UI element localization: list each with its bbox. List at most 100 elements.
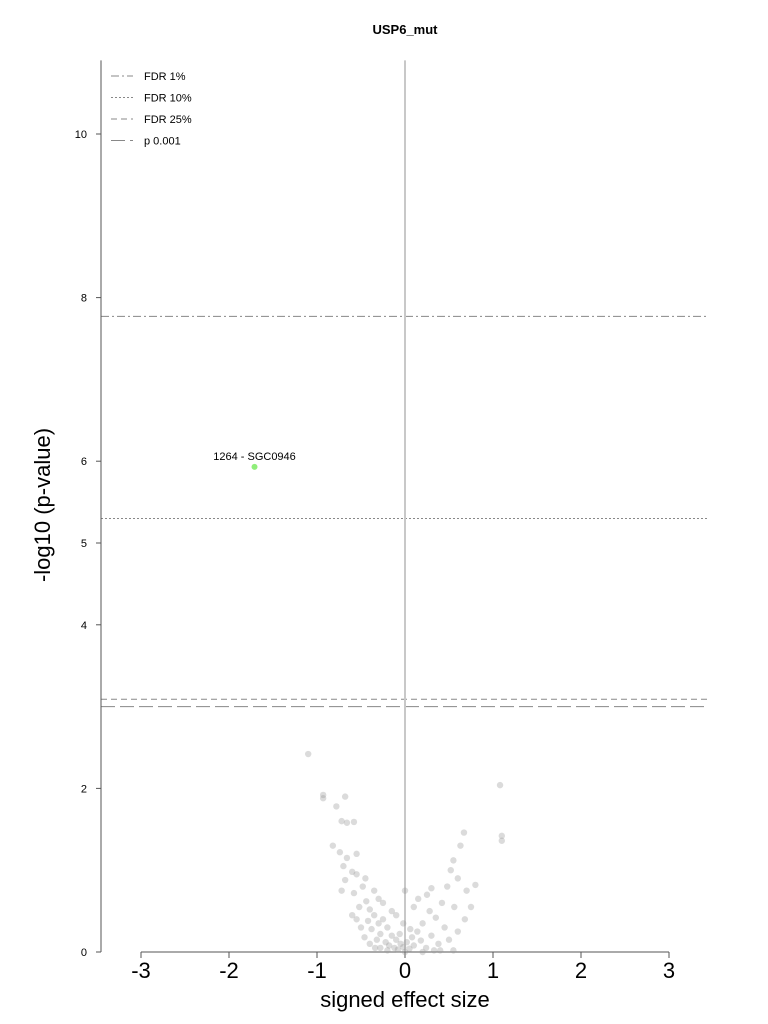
data-point — [460, 829, 468, 836]
data-point — [379, 916, 387, 923]
x-tick-label: -3 — [131, 958, 151, 983]
x-axis-label: signed effect size — [320, 987, 490, 1012]
data-point — [353, 850, 360, 858]
data-point — [391, 944, 398, 952]
data-point — [419, 948, 426, 956]
data-point — [414, 928, 421, 935]
data-point — [432, 914, 439, 921]
data-point — [403, 938, 410, 946]
data-point — [454, 928, 461, 935]
data-point — [366, 906, 373, 913]
data-point — [373, 936, 381, 943]
data-point — [467, 903, 475, 911]
x-tick-label: 0 — [399, 958, 411, 983]
data-point — [441, 924, 448, 931]
data-point — [428, 884, 435, 892]
data-point — [305, 750, 312, 758]
chart-title: USP6_mut — [372, 22, 438, 37]
data-point — [384, 924, 391, 931]
data-point — [454, 875, 461, 882]
data-point — [338, 817, 345, 825]
y-axis-label: -log10 (p-value) — [30, 428, 55, 582]
data-point — [362, 875, 369, 882]
data-point — [394, 946, 402, 953]
data-point — [423, 891, 431, 898]
data-point — [356, 903, 363, 911]
data-point — [415, 895, 422, 903]
y-tick-label: 10 — [75, 129, 87, 141]
data-point — [438, 899, 446, 907]
data-point — [353, 871, 360, 878]
data-point — [379, 899, 387, 907]
data-point — [407, 925, 414, 933]
data-point — [397, 940, 404, 948]
data-point — [329, 842, 337, 849]
data-point — [368, 925, 375, 933]
data-point — [496, 781, 504, 789]
data-point — [417, 937, 425, 944]
data-point — [498, 837, 505, 844]
data-point — [363, 898, 370, 905]
y-tick-label: 0 — [81, 947, 87, 959]
legend-label: FDR 25% — [144, 114, 192, 126]
data-point — [463, 887, 470, 894]
x-tick-label: -2 — [219, 958, 239, 983]
data-point — [371, 944, 379, 952]
data-point — [343, 854, 351, 862]
data-point — [400, 920, 407, 927]
y-tick-label: 5 — [81, 538, 87, 550]
data-point — [406, 945, 413, 952]
data-point — [410, 903, 417, 911]
y-tick-label: 4 — [81, 620, 87, 632]
legend-label: p 0.001 — [144, 136, 181, 148]
data-point — [341, 793, 349, 800]
data-point — [447, 867, 454, 874]
data-point — [472, 881, 479, 889]
x-tick-label: 2 — [575, 958, 587, 983]
data-point — [445, 936, 453, 943]
data-points — [305, 750, 505, 956]
x-tick-label: 1 — [487, 958, 499, 983]
data-point — [343, 819, 351, 826]
data-point — [371, 887, 378, 894]
y-tick-label: 8 — [81, 293, 87, 305]
data-point — [377, 944, 384, 952]
data-point — [333, 803, 340, 810]
data-point — [353, 916, 360, 923]
data-point — [396, 930, 403, 938]
data-point — [359, 883, 366, 890]
data-point — [422, 944, 430, 952]
legend: FDR 1% FDR 10% FDR 25% p 0.001 — [111, 71, 192, 148]
data-point — [341, 876, 349, 884]
data-point — [385, 942, 393, 949]
data-point — [401, 887, 409, 894]
y-tick-label: 2 — [81, 783, 87, 795]
highlighted-points: 1264 - SGC0946 — [213, 451, 296, 470]
legend-label: FDR 10% — [144, 93, 192, 105]
data-point — [349, 911, 356, 919]
data-point — [457, 842, 464, 849]
data-point — [393, 911, 400, 919]
data-point — [430, 947, 438, 954]
data-point — [384, 947, 391, 954]
data-point — [361, 934, 368, 941]
data-point — [410, 942, 417, 949]
data-point — [450, 947, 457, 954]
data-point — [349, 868, 356, 876]
data-point — [426, 907, 433, 915]
y-tick-label: 6 — [81, 456, 87, 468]
data-point — [388, 932, 395, 939]
x-tick-label: -1 — [307, 958, 327, 983]
data-point — [435, 940, 442, 948]
data-point — [350, 818, 358, 826]
data-point — [451, 903, 458, 911]
data-point — [338, 887, 345, 894]
data-point — [444, 883, 451, 890]
data-point — [388, 907, 395, 915]
data-point — [382, 938, 389, 946]
data-point — [437, 947, 444, 954]
data-point — [375, 895, 382, 903]
data-point — [319, 791, 327, 799]
data-point — [340, 862, 347, 870]
